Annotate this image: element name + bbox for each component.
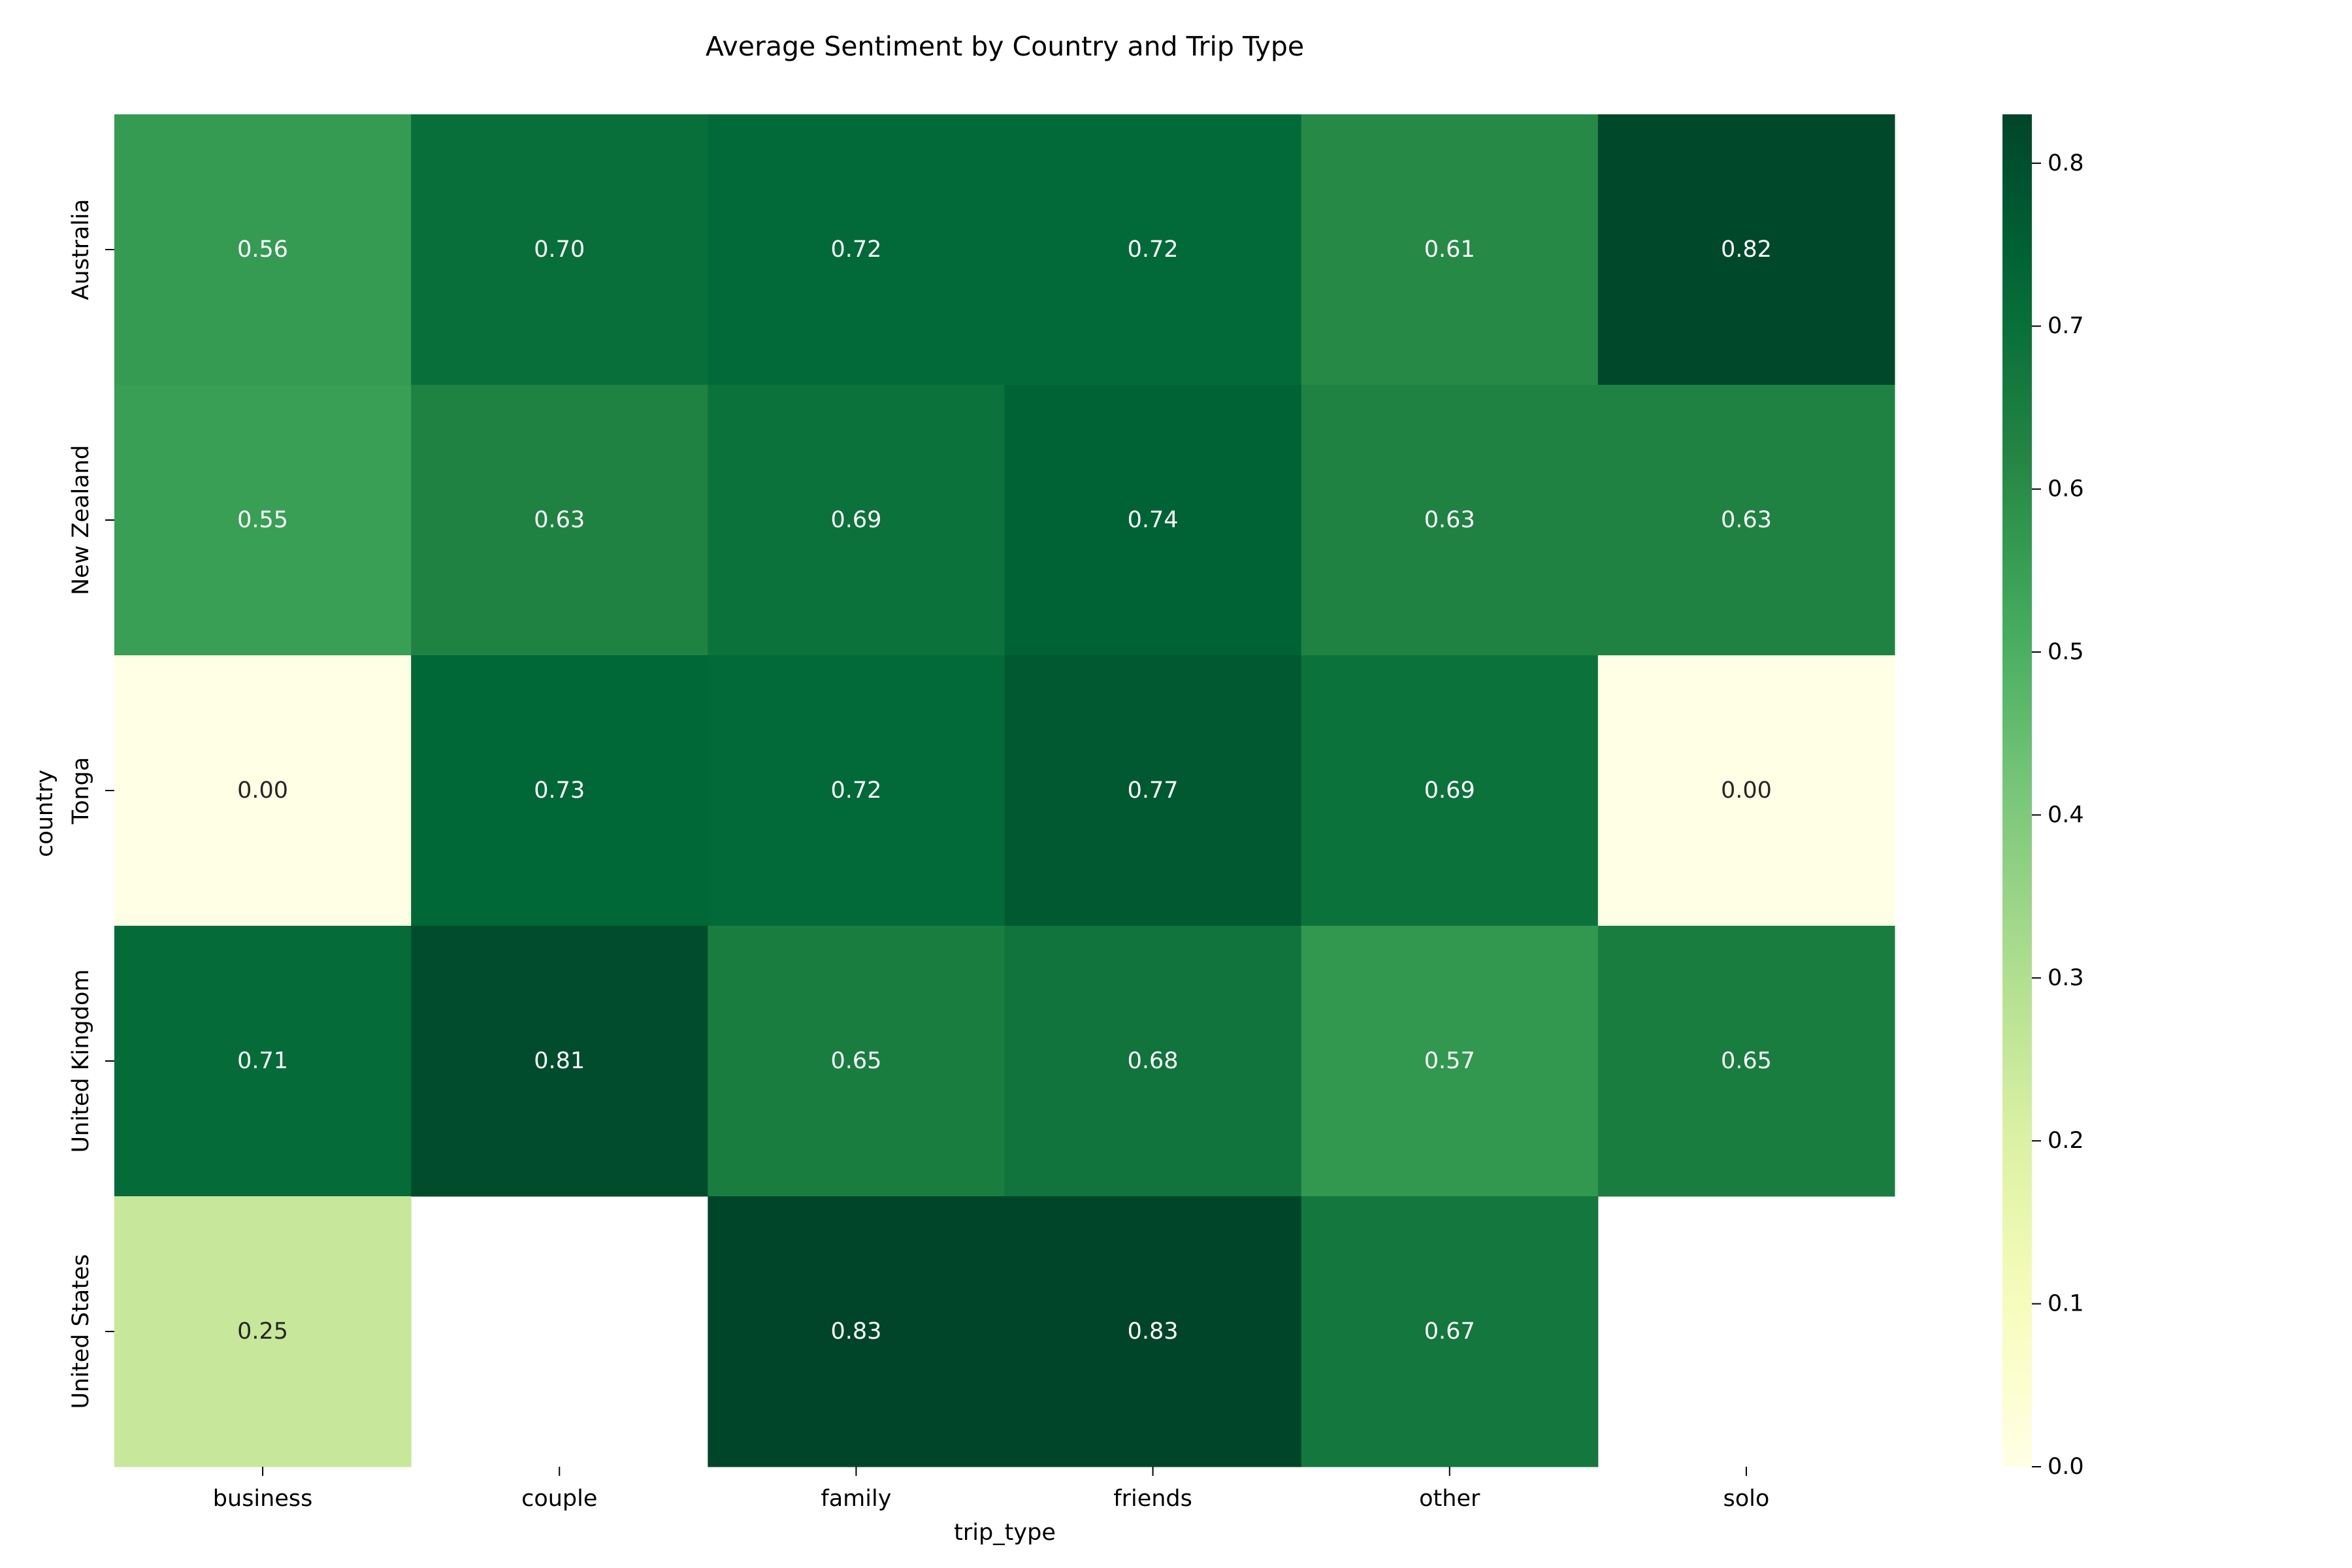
colorbar-tick-label: 0.7 <box>2048 313 2084 339</box>
heatmap-cell-labels: 0.56 0.70 0.72 0.72 0.61 0.82 0.55 0.63 0.69 0.74… <box>237 237 1772 1345</box>
heatmap-cell <box>1301 1196 1599 1467</box>
colorbar-gradient <box>2002 114 2032 1467</box>
y-tick-label: United Kingdom <box>68 970 94 1153</box>
cell-value-label: 0.00 <box>237 777 288 804</box>
heatmap-cell <box>1004 1196 1302 1467</box>
cell-value-label: 0.63 <box>1721 507 1772 533</box>
colorbar-tick-label: 0.2 <box>2048 1128 2084 1154</box>
cell-value-label: 0.74 <box>1128 507 1179 533</box>
colorbar-tick-label: 0.4 <box>2048 802 2084 828</box>
cell-value-label: 0.00 <box>1721 777 1772 804</box>
cell-value-label: 0.70 <box>534 237 585 263</box>
heatmap-cell <box>114 655 412 926</box>
heatmap-cells <box>114 114 1895 1467</box>
heatmap-cell <box>411 114 708 385</box>
cell-value-label: 0.82 <box>1721 237 1772 263</box>
cell-value-label: 0.25 <box>237 1318 288 1345</box>
cell-value-label: 0.71 <box>237 1048 288 1074</box>
x-axis-label: trip_type <box>954 1520 1056 1546</box>
colorbar-tick-label: 0.3 <box>2048 965 2084 991</box>
heatmap-cell <box>708 655 1005 926</box>
cell-value-label: 0.83 <box>1128 1318 1179 1345</box>
heatmap-cell <box>1004 655 1302 926</box>
heatmap-cell <box>1597 385 1895 656</box>
cell-value-label: 0.65 <box>1721 1048 1772 1074</box>
colorbar-tick-label: 0.6 <box>2048 476 2084 502</box>
cell-value-label: 0.68 <box>1128 1048 1179 1074</box>
colorbar: 0.0 0.1 0.2 0.3 0.4 0.5 0.6 0.7 0.8 <box>2002 114 2084 1480</box>
heatmap-cell <box>411 385 708 656</box>
x-tick-label: other <box>1419 1486 1480 1512</box>
cell-value-label: 0.81 <box>534 1048 585 1074</box>
heatmap-cell <box>1301 114 1599 385</box>
x-tick-label: solo <box>1723 1486 1770 1512</box>
heatmap-cell <box>114 114 412 385</box>
y-tick-label: New Zealand <box>68 445 94 595</box>
colorbar-tick-label: 0.0 <box>2048 1454 2084 1480</box>
x-tick-label: family <box>821 1486 891 1512</box>
cell-value-label: 0.61 <box>1424 237 1475 263</box>
x-axis: business couple family friends other solo <box>213 1467 1770 1512</box>
heatmap-cell <box>1597 926 1895 1197</box>
y-axis: Australia New Zealand Tonga United Kingdom U… <box>68 199 114 1409</box>
y-axis-label: country <box>32 770 58 857</box>
y-tick-label: Australia <box>68 199 94 301</box>
cell-value-label: 0.63 <box>534 507 585 533</box>
heatmap-cell <box>708 385 1005 656</box>
heatmap-cell <box>1004 385 1302 656</box>
y-tick-label: Tonga <box>68 757 94 825</box>
x-tick-label: business <box>213 1486 313 1512</box>
heatmap-cell <box>1301 655 1599 926</box>
heatmap-cell <box>708 926 1005 1197</box>
cell-value-label: 0.69 <box>830 507 881 533</box>
cell-value-label: 0.56 <box>237 237 288 263</box>
heatmap-cell <box>1597 114 1895 385</box>
heatmap-cell <box>411 655 708 926</box>
cell-value-label: 0.83 <box>830 1318 881 1345</box>
heatmap-cell <box>1004 926 1302 1197</box>
heatmap-cell <box>114 926 412 1197</box>
heatmap-cell <box>1004 114 1302 385</box>
colorbar-tick-label: 0.8 <box>2048 150 2084 176</box>
heatmap-cell <box>1301 385 1599 656</box>
heatmap-cell <box>1597 655 1895 926</box>
heatmap-cell <box>1301 926 1599 1197</box>
cell-value-label: 0.57 <box>1424 1048 1475 1074</box>
x-tick-label: couple <box>521 1486 597 1512</box>
cell-value-label: 0.77 <box>1128 777 1179 804</box>
colorbar-tick-label: 0.1 <box>2048 1291 2084 1317</box>
heatmap-cell <box>114 385 412 656</box>
cell-value-label: 0.69 <box>1424 777 1475 804</box>
cell-value-label: 0.72 <box>830 237 881 263</box>
cell-value-label: 0.73 <box>534 777 585 804</box>
cell-value-label: 0.55 <box>237 507 288 533</box>
heatmap-cell <box>708 1196 1005 1467</box>
cell-value-label: 0.72 <box>830 777 881 804</box>
cell-value-label: 0.65 <box>830 1048 881 1074</box>
colorbar-tick-label: 0.5 <box>2048 639 2084 665</box>
heatmap-cell <box>411 926 708 1197</box>
cell-value-label: 0.72 <box>1128 237 1179 263</box>
heatmap-cell <box>708 114 1005 385</box>
x-tick-label: friends <box>1113 1486 1192 1512</box>
chart-title: Average Sentiment by Country and Trip Ty… <box>706 31 1304 62</box>
cell-value-label: 0.63 <box>1424 507 1475 533</box>
cell-value-label: 0.67 <box>1424 1318 1475 1345</box>
y-tick-label: United States <box>68 1254 94 1409</box>
heatmap-cell <box>114 1196 412 1467</box>
